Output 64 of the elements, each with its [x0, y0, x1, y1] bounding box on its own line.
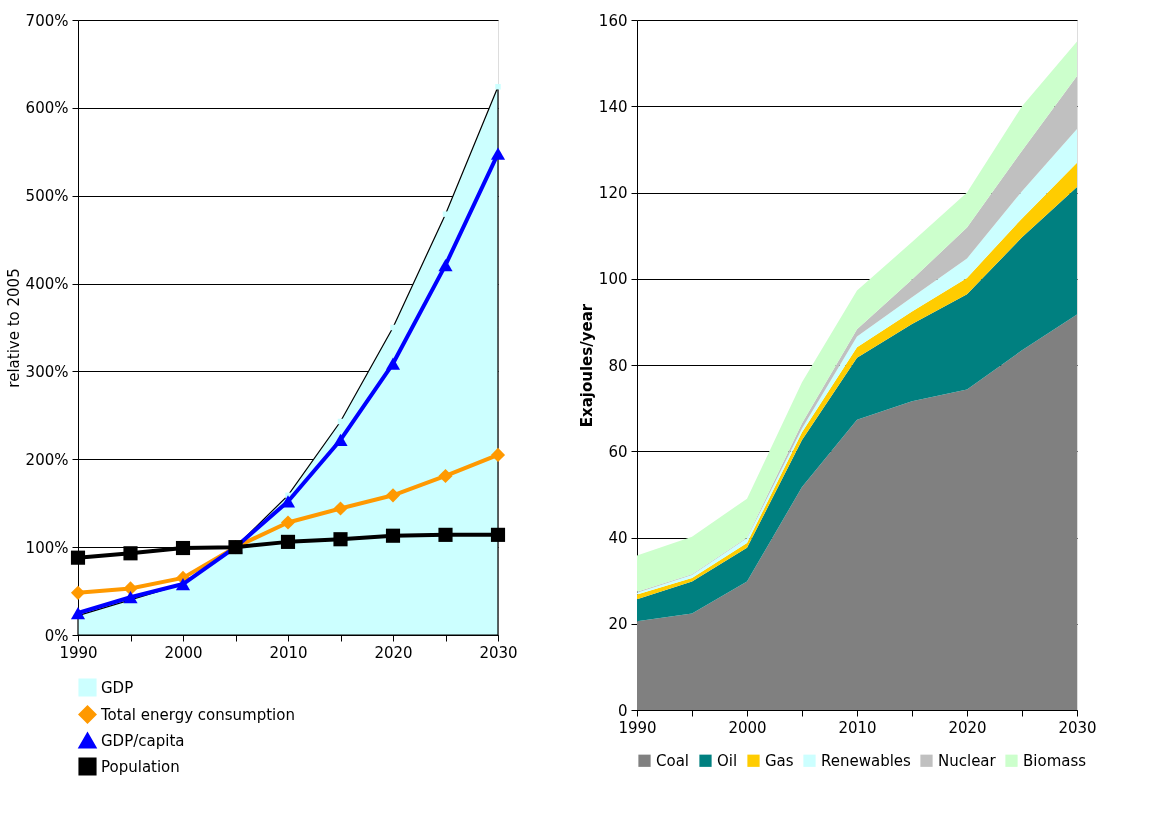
x-tick-label: 2030 [1058, 718, 1097, 737]
x-tick-label: 1990 [59, 643, 98, 662]
point [70, 550, 86, 565]
point [123, 591, 138, 604]
x-tick-label: 1990 [618, 718, 657, 737]
point [438, 527, 453, 542]
y-tick-label: 80 [608, 356, 628, 375]
point [70, 585, 86, 600]
legend-label: Oil [717, 751, 738, 770]
point [385, 357, 401, 370]
point [442, 211, 449, 217]
legend-label: Gas [765, 751, 794, 770]
legend-label: Population [101, 757, 180, 776]
legend-label: GDP/capita [101, 731, 185, 750]
y-tick-label: 300% [25, 362, 69, 381]
y-tick-label: 100 [598, 270, 628, 289]
y-tick-label: 20 [608, 615, 628, 634]
legend-label: Total energy consumption [100, 705, 295, 724]
point [280, 515, 296, 530]
point [438, 468, 453, 484]
point [333, 433, 348, 447]
legend-label: Coal [656, 751, 690, 770]
point [123, 546, 138, 561]
y-tick-label: 140 [598, 97, 628, 116]
point [70, 606, 86, 620]
point [490, 147, 506, 160]
x-tick-label: 2010 [838, 718, 877, 737]
x-tick-label: 2030 [479, 643, 518, 662]
point [490, 447, 506, 462]
x-tick-label: 2010 [269, 643, 308, 662]
y-tick-label: 60 [608, 442, 628, 461]
x-tick-label: 2000 [728, 718, 767, 737]
point [333, 501, 348, 516]
y-tick-label: 500% [25, 187, 69, 206]
y-tick-label: 600% [25, 99, 69, 118]
legend-label: GDP [101, 678, 134, 697]
y-tick-label: 40 [608, 529, 628, 547]
point [385, 528, 401, 543]
legend-label: Biomass [1023, 751, 1087, 770]
point [123, 581, 138, 596]
point [438, 259, 453, 272]
x-tick-label: 2020 [374, 643, 413, 662]
x-tick-label: 2020 [948, 718, 987, 737]
point [385, 488, 401, 503]
y-tick-label: 0 [617, 701, 628, 720]
point [175, 577, 191, 591]
point [495, 84, 501, 90]
y-tick-label: 200% [25, 450, 69, 469]
y-tick-label: 120 [598, 184, 628, 202]
y-tick-label: 700% [25, 11, 69, 30]
y-tick-label: 0% [44, 626, 69, 645]
point [390, 324, 396, 331]
point [175, 540, 191, 556]
point [280, 534, 296, 549]
point [333, 532, 348, 547]
y-axis-title: Exajoules/year [577, 303, 596, 428]
x-tick-label: 2000 [164, 643, 203, 662]
y-tick-label: 160 [598, 11, 628, 30]
y-tick-label: 100% [25, 538, 69, 557]
point [490, 527, 506, 542]
legend-label: Renewables [821, 751, 912, 770]
y-axis-title: relative to 2005 [4, 268, 23, 388]
y-tick-label: 400% [25, 275, 69, 294]
legend-label: Nuclear [938, 751, 997, 770]
